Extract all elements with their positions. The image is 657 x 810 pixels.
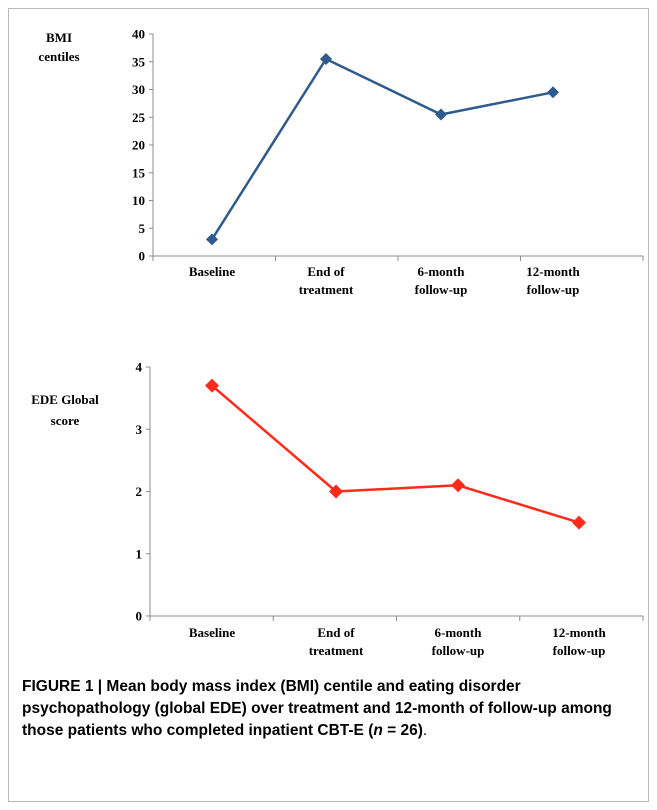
ede-data-point bbox=[572, 515, 586, 530]
caption-n-value: = 26) bbox=[382, 722, 423, 739]
figure-caption: FIGURE 1 | Mean body mass index (BMI) ce… bbox=[22, 676, 622, 742]
ede-chart: 0 1 2 3 4 Baseline End of treatment 6-month follo… bbox=[31, 360, 644, 658]
ede-data-point bbox=[329, 484, 343, 499]
ede-y-tick-label: 3 bbox=[136, 422, 143, 437]
bmi-chart: 0 5 10 15 20 25 30 35 40 Baseline End of treatment 6… bbox=[38, 27, 644, 297]
caption-prefix: FIGURE 1 | Mean body mass index (BMI) ce… bbox=[22, 678, 612, 739]
bmi-x-category-label: 6-month bbox=[418, 264, 466, 279]
bmi-series-line bbox=[210, 57, 554, 240]
bmi-data-point bbox=[547, 86, 559, 99]
ede-x-category-label: End of bbox=[317, 625, 355, 640]
ede-x-category-label: 6-month bbox=[435, 625, 483, 640]
ede-x-category-label: follow-up bbox=[432, 643, 485, 658]
ede-x-category-label: follow-up bbox=[553, 643, 606, 658]
bmi-y-tick-label: 20 bbox=[132, 138, 145, 153]
bmi-y-axis-title: BMI bbox=[46, 30, 72, 45]
bmi-y-tick-label: 15 bbox=[132, 165, 146, 180]
bmi-y-tick-label: 0 bbox=[139, 249, 146, 264]
bmi-x-category-label: 12-month bbox=[526, 264, 580, 279]
bmi-y-tick-label: 30 bbox=[132, 82, 145, 97]
bmi-y-tick-label: 35 bbox=[132, 54, 146, 69]
bmi-y-tick-label: 25 bbox=[132, 110, 146, 125]
bmi-x-category-label: follow-up bbox=[527, 282, 580, 297]
bmi-x-category-label: Baseline bbox=[189, 264, 235, 279]
bmi-x-category-label: treatment bbox=[299, 282, 354, 297]
ede-x-category-label: treatment bbox=[309, 643, 364, 658]
ede-x-category-label: Baseline bbox=[189, 625, 235, 640]
figure-frame bbox=[8, 8, 649, 802]
bmi-y-axis-title: centiles bbox=[38, 49, 79, 64]
bmi-data-point bbox=[435, 108, 447, 121]
ede-y-tick-label: 2 bbox=[136, 484, 143, 499]
bmi-y-tick-label: 10 bbox=[132, 193, 145, 208]
bmi-x-category-label: End of bbox=[307, 264, 345, 279]
ede-data-point bbox=[451, 478, 465, 493]
ede-y-tick-label: 1 bbox=[136, 546, 143, 561]
ede-series-line bbox=[211, 384, 580, 524]
ede-y-tick-label: 4 bbox=[136, 360, 143, 375]
caption-suffix: . bbox=[422, 722, 428, 739]
ede-y-axis-title: EDE Global bbox=[31, 392, 99, 407]
caption-n-symbol: n bbox=[373, 722, 383, 739]
ede-data-point bbox=[205, 378, 219, 393]
bmi-x-category-label: follow-up bbox=[415, 282, 468, 297]
ede-y-axis-title: score bbox=[51, 413, 80, 428]
ede-x-category-label: 12-month bbox=[552, 625, 606, 640]
ede-y-tick-label: 0 bbox=[136, 609, 143, 624]
bmi-data-point bbox=[206, 233, 218, 246]
bmi-y-tick-label: 40 bbox=[132, 27, 145, 42]
bmi-y-tick-label: 5 bbox=[139, 221, 146, 236]
bmi-data-point bbox=[320, 52, 332, 65]
